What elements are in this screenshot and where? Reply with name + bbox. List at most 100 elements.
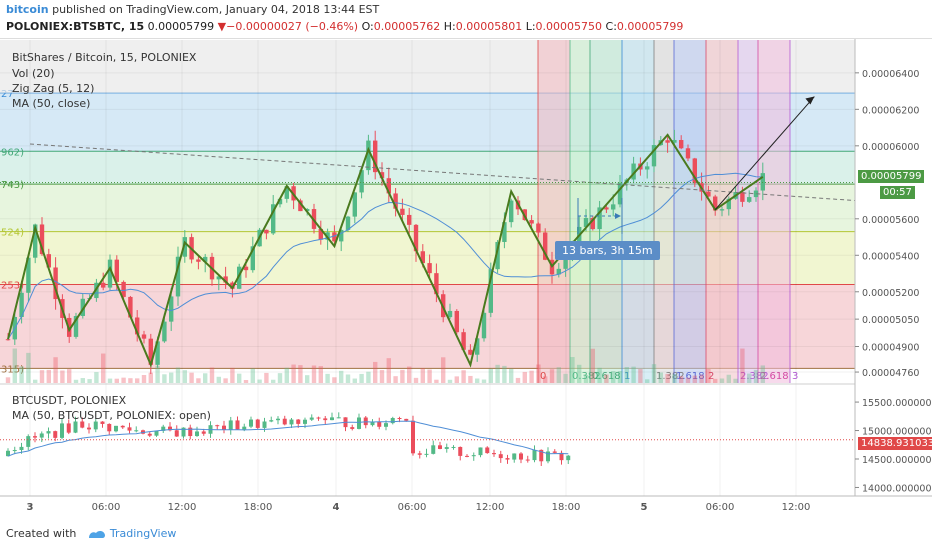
candle-body bbox=[617, 182, 623, 205]
candle-body bbox=[121, 281, 126, 297]
volume-bar bbox=[101, 353, 106, 383]
sub-candle-body bbox=[127, 427, 132, 431]
fib-level-label: 524) bbox=[1, 228, 24, 239]
volume-bar bbox=[5, 377, 11, 383]
tradingview-logo-icon[interactable] bbox=[88, 529, 106, 539]
candle-body bbox=[454, 310, 459, 333]
candle-body bbox=[407, 214, 412, 225]
sub-candle-body bbox=[66, 423, 71, 433]
chart-area[interactable]: 27 962) 743) 524) 253) 315) 0 0.382 0.618 1 1.382… bbox=[0, 38, 932, 518]
main-legend-title[interactable]: BitShares / Bitcoin, 15, POLONIEX bbox=[12, 51, 197, 64]
date-range-measure-label[interactable]: 13 bars, 3h 15m bbox=[555, 241, 660, 260]
tradingview-link[interactable]: TradingView bbox=[109, 527, 177, 540]
candle-body bbox=[169, 296, 174, 322]
sub-candle-body bbox=[249, 419, 253, 427]
sub-candle-body bbox=[26, 436, 31, 447]
volume-bar bbox=[277, 373, 283, 383]
price-axis-bg bbox=[855, 38, 932, 496]
volume-bar bbox=[80, 378, 85, 383]
candle-body bbox=[216, 276, 221, 280]
candle-body bbox=[359, 170, 364, 193]
candle-body bbox=[284, 186, 289, 199]
sub-candle-body bbox=[377, 421, 382, 427]
volume-bar bbox=[685, 377, 691, 383]
sub-candle-body bbox=[60, 423, 64, 438]
sub-candle-body bbox=[566, 455, 571, 461]
sub-legend-title[interactable]: BTCUSDT, POLONIEX bbox=[12, 394, 127, 407]
volume-bar bbox=[352, 378, 357, 383]
candle-body bbox=[706, 191, 711, 197]
sub-legend-ma[interactable]: MA (50, BTCUSDT, POLONIEX: open) bbox=[12, 409, 211, 422]
sub-candle-body bbox=[53, 431, 58, 438]
candle-body bbox=[19, 292, 24, 317]
x-tick-label: 18:00 bbox=[552, 502, 581, 513]
candle-body bbox=[488, 269, 493, 313]
time-zone-band bbox=[674, 40, 706, 383]
candle-body bbox=[128, 296, 133, 318]
sub-candle-body bbox=[309, 417, 314, 420]
candle-body bbox=[413, 224, 419, 252]
footer: Created with TradingView bbox=[6, 527, 176, 540]
legend-zigzag[interactable]: Zig Zag (5, 12) bbox=[12, 82, 95, 95]
candle-body bbox=[400, 208, 405, 215]
fib-level-label: 743) bbox=[1, 180, 24, 191]
candle-body bbox=[162, 321, 167, 342]
volume-bar bbox=[536, 364, 541, 383]
y-tick-label: 0.00005600 bbox=[862, 215, 919, 226]
volume-bar bbox=[475, 378, 480, 383]
overlays bbox=[0, 96, 856, 368]
volume-bar bbox=[495, 364, 500, 383]
time-zone-label: 1.618 bbox=[676, 371, 705, 382]
candle-body bbox=[740, 192, 745, 202]
publisher-name[interactable]: bitcoin bbox=[6, 3, 49, 16]
candle-body bbox=[475, 338, 480, 355]
legend-ma[interactable]: MA (50, close) bbox=[12, 97, 91, 110]
volume-bar bbox=[441, 357, 446, 383]
candle-body bbox=[665, 140, 670, 143]
volume-bar bbox=[230, 367, 235, 383]
sub-candle-body bbox=[350, 427, 355, 429]
candle-body bbox=[332, 232, 337, 242]
sub-candle-body bbox=[417, 453, 422, 455]
candle-body bbox=[509, 200, 514, 223]
volume-bar bbox=[182, 370, 187, 383]
sub-candle-body bbox=[431, 445, 436, 454]
volume-bar bbox=[760, 365, 765, 383]
volume-bar bbox=[468, 375, 473, 383]
symbol-ohlc-line: POLONIEX:BTSBTC, 15 0.00005799 ▼−0.00000… bbox=[6, 20, 683, 33]
x-tick-label: 06:00 bbox=[92, 502, 121, 513]
time-zone-band bbox=[622, 40, 654, 383]
measure-arrow-icon bbox=[615, 213, 621, 219]
legend-volume[interactable]: Vol (20) bbox=[12, 67, 55, 80]
sub-candle-body bbox=[46, 431, 51, 434]
sub-candle-body bbox=[87, 427, 91, 430]
sub-candle-body bbox=[255, 419, 260, 428]
sub-candle-body bbox=[289, 419, 294, 425]
candle-body bbox=[345, 216, 351, 230]
volume-bar bbox=[706, 369, 711, 383]
sub-candle-body bbox=[323, 418, 328, 421]
volume-bar bbox=[250, 368, 255, 383]
open-value: 0.00005762 bbox=[373, 20, 441, 33]
candle-body bbox=[135, 317, 140, 335]
volume-bar bbox=[617, 371, 623, 383]
sub-candle-body bbox=[269, 420, 274, 422]
sub-candle-body bbox=[370, 421, 375, 426]
volume-bar bbox=[420, 368, 425, 383]
sub-y-tick-label: 14000.00000000 bbox=[862, 483, 932, 494]
x-tick-label: 4 bbox=[333, 502, 340, 513]
sub-candle-body bbox=[161, 426, 166, 431]
sub-y-tick-label: 15500.00000000 bbox=[862, 398, 932, 409]
y-tick-label: 0.00004900 bbox=[862, 343, 919, 354]
candle-body bbox=[604, 207, 609, 210]
volume-bar bbox=[325, 373, 330, 383]
created-with-text: Created with bbox=[6, 527, 77, 540]
candle-body bbox=[230, 282, 235, 289]
last-price-tag: 0.00005799 bbox=[858, 170, 925, 183]
sub-candle-body bbox=[552, 451, 557, 453]
volume-bar bbox=[107, 378, 113, 383]
fib-level-label: 253) bbox=[1, 280, 24, 291]
sub-candle-body bbox=[120, 425, 125, 428]
candle-body bbox=[114, 259, 119, 282]
